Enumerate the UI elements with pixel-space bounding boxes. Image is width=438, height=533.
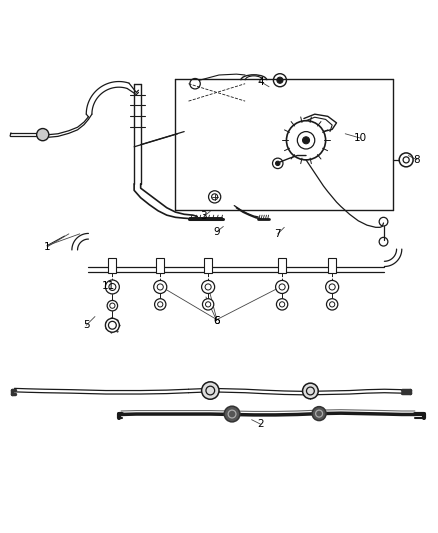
Circle shape	[276, 298, 288, 310]
Circle shape	[201, 382, 219, 399]
Text: 8: 8	[414, 155, 420, 165]
Circle shape	[154, 280, 167, 294]
Circle shape	[325, 280, 339, 294]
Circle shape	[201, 280, 215, 294]
Text: 1: 1	[44, 242, 50, 252]
Text: 9: 9	[213, 227, 220, 237]
Text: 3: 3	[201, 212, 207, 221]
Circle shape	[155, 298, 166, 310]
Circle shape	[107, 301, 117, 311]
Circle shape	[312, 407, 326, 421]
Text: 10: 10	[354, 133, 367, 143]
Circle shape	[224, 406, 240, 422]
Text: 4: 4	[257, 77, 264, 86]
FancyBboxPatch shape	[278, 258, 286, 272]
Text: 6: 6	[213, 316, 220, 326]
FancyBboxPatch shape	[109, 258, 116, 272]
Circle shape	[303, 383, 318, 399]
FancyBboxPatch shape	[204, 258, 212, 272]
Text: 11: 11	[101, 281, 115, 291]
Circle shape	[277, 77, 283, 83]
Circle shape	[106, 280, 119, 294]
Circle shape	[326, 298, 338, 310]
Text: 5: 5	[83, 320, 89, 330]
Circle shape	[276, 280, 289, 294]
Text: 2: 2	[257, 419, 264, 429]
Text: 6: 6	[213, 316, 220, 326]
Text: 7: 7	[275, 229, 281, 239]
Circle shape	[106, 318, 119, 332]
FancyBboxPatch shape	[328, 258, 336, 272]
Circle shape	[276, 161, 280, 166]
Circle shape	[202, 298, 214, 310]
Circle shape	[303, 137, 310, 144]
Circle shape	[37, 128, 49, 141]
FancyBboxPatch shape	[156, 258, 164, 272]
